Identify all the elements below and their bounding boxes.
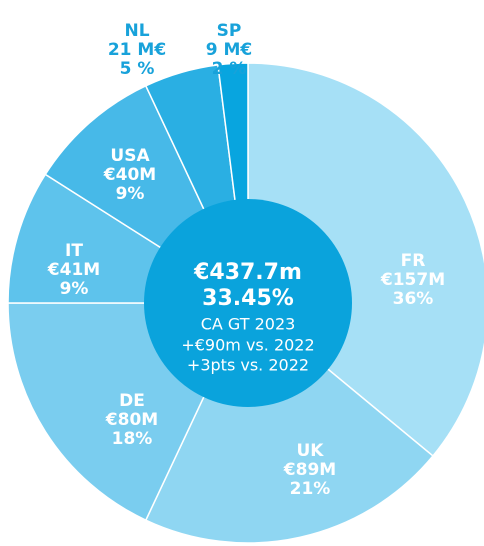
slice-name: NL xyxy=(124,21,149,41)
slice-name: SP xyxy=(217,21,242,41)
center-caption: CA GT 2023 xyxy=(201,315,296,334)
slice-name: USA xyxy=(110,146,150,166)
slice-amount: €41M xyxy=(47,260,100,280)
center-share: 33.45% xyxy=(202,286,294,311)
slice-amount: €89M xyxy=(283,460,336,480)
slice-amount: 9 M€ xyxy=(206,40,253,60)
slice-name: UK xyxy=(297,441,325,461)
slice-amount: €40M xyxy=(103,165,156,185)
center-delta-pts: +3pts vs. 2022 xyxy=(187,356,309,375)
slice-percent: 18% xyxy=(112,429,153,449)
slice xyxy=(144,301,434,544)
slice-percent: 9% xyxy=(60,279,89,299)
slice-percent: 36% xyxy=(393,289,434,309)
center-total: €437.7m xyxy=(193,260,302,285)
slice-name: IT xyxy=(65,241,83,261)
slice-name: FR xyxy=(401,251,426,271)
slice xyxy=(247,62,484,458)
center-disc xyxy=(144,199,352,407)
slice-name: DE xyxy=(119,391,145,411)
slice-percent: 5 % xyxy=(120,59,155,79)
center-delta-amount: +€90m vs. 2022 xyxy=(181,336,314,355)
slice-amount: 21 M€ xyxy=(108,40,166,60)
labels: FR€157M36%UK€89M21%DE€80M18%IT€41M9%USA€… xyxy=(47,21,445,499)
slice-percent: 21% xyxy=(290,479,331,499)
slice-amount: €157M xyxy=(380,270,445,290)
slice-percent: 9% xyxy=(116,184,145,204)
slice-percent: 2 % xyxy=(212,59,247,79)
slice-amount: €80M xyxy=(105,410,158,430)
